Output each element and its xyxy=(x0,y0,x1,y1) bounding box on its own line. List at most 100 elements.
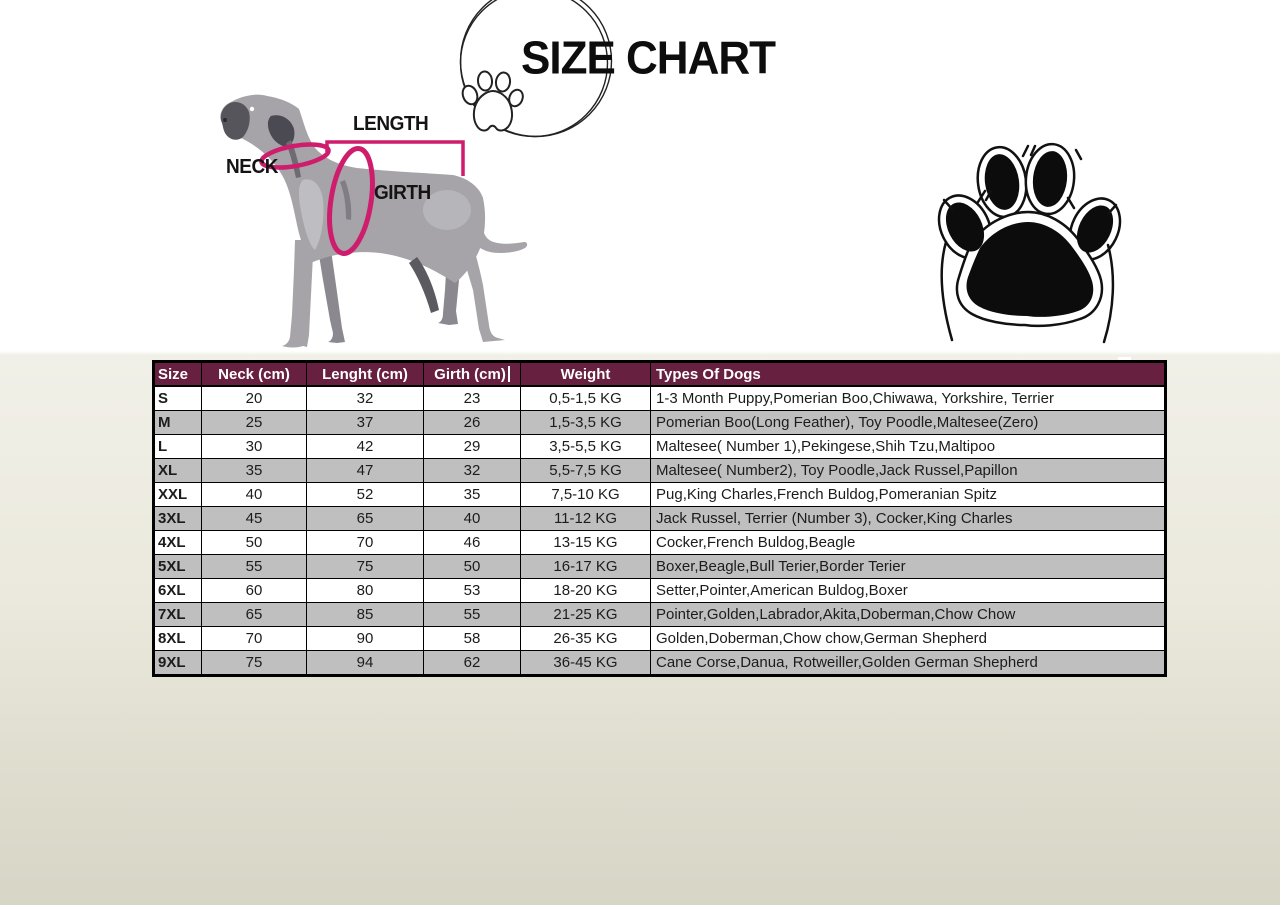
table-cell: 5XL xyxy=(153,554,202,579)
table-cell: 70 xyxy=(306,530,424,555)
table-header: Size Neck (cm) Lenght (cm) Girth (cm) Weight… xyxy=(153,361,1166,387)
table-cell: Maltesee( Number2), Toy Poodle,Jack Russ… xyxy=(650,458,1166,483)
table-row: XXL 40 52 35 7,5-10 KG Pug,King Charles,Frenc… xyxy=(153,482,1166,507)
table-cell: 7,5-10 KG xyxy=(520,482,651,507)
table-cell: 3XL xyxy=(153,506,202,531)
table-cell: 50 xyxy=(423,554,521,579)
paw-print-icon xyxy=(937,142,1122,344)
table-cell: S xyxy=(153,385,202,411)
table-cell: 55 xyxy=(423,602,521,627)
table-cell: 35 xyxy=(423,482,521,507)
header-cell: Lenght (cm) xyxy=(306,361,424,387)
table-cell: 6XL xyxy=(153,578,202,603)
table-cell: 20 xyxy=(201,385,307,411)
table-row: 7XL 65 85 55 21-25 KG Pointer,Golden,Labrador… xyxy=(153,602,1166,627)
table-cell: XXL xyxy=(153,482,202,507)
table-cell: 94 xyxy=(306,650,424,676)
table-cell: 75 xyxy=(306,554,424,579)
table-row: 4XL 50 70 46 13-15 KG Cocker,French Buldog,Be… xyxy=(153,530,1166,555)
table-cell: 75 xyxy=(201,650,307,676)
table-cell: XL xyxy=(153,458,202,483)
table-row: L 30 42 29 3,5-5,5 KG Maltesee( Number 1),Pek… xyxy=(153,434,1166,459)
table-row: 3XL 45 65 40 11-12 KG Jack Russel, Terrier (N… xyxy=(153,506,1166,531)
header-cell: Types Of Dogs xyxy=(650,361,1166,387)
table-cell: 4XL xyxy=(153,530,202,555)
table-cell: 7XL xyxy=(153,602,202,627)
girth-label: GIRTH xyxy=(374,182,431,204)
table-cell: Boxer,Beagle,Bull Terier,Border Terier xyxy=(650,554,1166,579)
length-label: LENGTH xyxy=(353,113,429,135)
table-cell: M xyxy=(153,410,202,435)
paw-outline-icon xyxy=(461,70,524,132)
table-cell: 40 xyxy=(201,482,307,507)
table-cell: 1-3 Month Puppy,Pomerian Boo,Chiwawa, Yo… xyxy=(650,385,1166,411)
table-cell: 32 xyxy=(306,385,424,411)
table-cell: 21-25 KG xyxy=(520,602,651,627)
table-row: S 20 32 23 0,5-1,5 KG 1-3 Month Puppy,Pomeria… xyxy=(153,385,1166,411)
table-cell: 85 xyxy=(306,602,424,627)
table-cell: 26 xyxy=(423,410,521,435)
table-cell: Pug,King Charles,French Buldog,Pomerania… xyxy=(650,482,1166,507)
table-cell: 50 xyxy=(201,530,307,555)
table-cell: 11-12 KG xyxy=(520,506,651,531)
table-cell: 53 xyxy=(423,578,521,603)
table-cell: 29 xyxy=(423,434,521,459)
table-cell: 40 xyxy=(423,506,521,531)
table-cell: 35 xyxy=(201,458,307,483)
table-cell: 60 xyxy=(201,578,307,603)
table-cell: Setter,Pointer,American Buldog,Boxer xyxy=(650,578,1166,603)
size-chart-table: Size Neck (cm) Lenght (cm) Girth (cm) Weight… xyxy=(152,360,1167,677)
header-cell: Girth (cm) xyxy=(423,361,521,387)
table-cell: 65 xyxy=(201,602,307,627)
page-title: SIZE CHART xyxy=(521,32,776,85)
table-cell: Jack Russel, Terrier (Number 3), Cocker,… xyxy=(650,506,1166,531)
table-row: M 25 37 26 1,5-3,5 KG Pomerian Boo(Long Feath… xyxy=(153,410,1166,435)
table-cell: 13-15 KG xyxy=(520,530,651,555)
table-row: 6XL 60 80 53 18-20 KG Setter,Pointer,American… xyxy=(153,578,1166,603)
table-row: 8XL 70 90 58 26-35 KG Golden,Doberman,Chow ch… xyxy=(153,626,1166,651)
table-cell: 65 xyxy=(306,506,424,531)
table-row: 9XL 75 94 62 36-45 KG Cane Corse,Danua, Rotwe… xyxy=(153,650,1166,676)
table-cell: 9XL xyxy=(153,650,202,676)
table-cell: 62 xyxy=(423,650,521,676)
table-cell: 90 xyxy=(306,626,424,651)
table-cell: 52 xyxy=(306,482,424,507)
table-cell: 46 xyxy=(423,530,521,555)
table-cell: 26-35 KG xyxy=(520,626,651,651)
table-cell: 80 xyxy=(306,578,424,603)
table-cell: Pointer,Golden,Labrador,Akita,Doberman,C… xyxy=(650,602,1166,627)
table-cell: Cocker,French Buldog,Beagle xyxy=(650,530,1166,555)
table-cell: 1,5-3,5 KG xyxy=(520,410,651,435)
header-cell: Weight xyxy=(520,361,651,387)
table-cell: 0,5-1,5 KG xyxy=(520,385,651,411)
table-cell: 42 xyxy=(306,434,424,459)
table-cell: 32 xyxy=(423,458,521,483)
dog-measurement-illustration xyxy=(220,94,528,348)
table-cell: 25 xyxy=(201,410,307,435)
table-cell: Cane Corse,Danua, Rotweiller,Golden Germ… xyxy=(650,650,1166,676)
table-row: 5XL 55 75 50 16-17 KG Boxer,Beagle,Bull Terie… xyxy=(153,554,1166,579)
table-cell: 55 xyxy=(201,554,307,579)
table-cell: 45 xyxy=(201,506,307,531)
table-cell: 3,5-5,5 KG xyxy=(520,434,651,459)
table-cell: 5,5-7,5 KG xyxy=(520,458,651,483)
table-cell: 47 xyxy=(306,458,424,483)
table-cell: 37 xyxy=(306,410,424,435)
table-cell: 8XL xyxy=(153,626,202,651)
table-cell: 58 xyxy=(423,626,521,651)
table-cell: 18-20 KG xyxy=(520,578,651,603)
table-cell: L xyxy=(153,434,202,459)
header-cell: Size xyxy=(153,361,202,387)
table-cell: 23 xyxy=(423,385,521,411)
table-cell: 36-45 KG xyxy=(520,650,651,676)
title-circle-decor xyxy=(459,0,613,138)
table-cell: Pomerian Boo(Long Feather), Toy Poodle,M… xyxy=(650,410,1166,435)
table-cell: 16-17 KG xyxy=(520,554,651,579)
neck-label: NECK xyxy=(226,156,278,178)
header-cell: Neck (cm) xyxy=(201,361,307,387)
table-cell: 30 xyxy=(201,434,307,459)
text-cursor xyxy=(507,365,510,382)
table-cell: Golden,Doberman,Chow chow,German Shepher… xyxy=(650,626,1166,651)
table-cell: Maltesee( Number 1),Pekingese,Shih Tzu,M… xyxy=(650,434,1166,459)
table-cell: 70 xyxy=(201,626,307,651)
